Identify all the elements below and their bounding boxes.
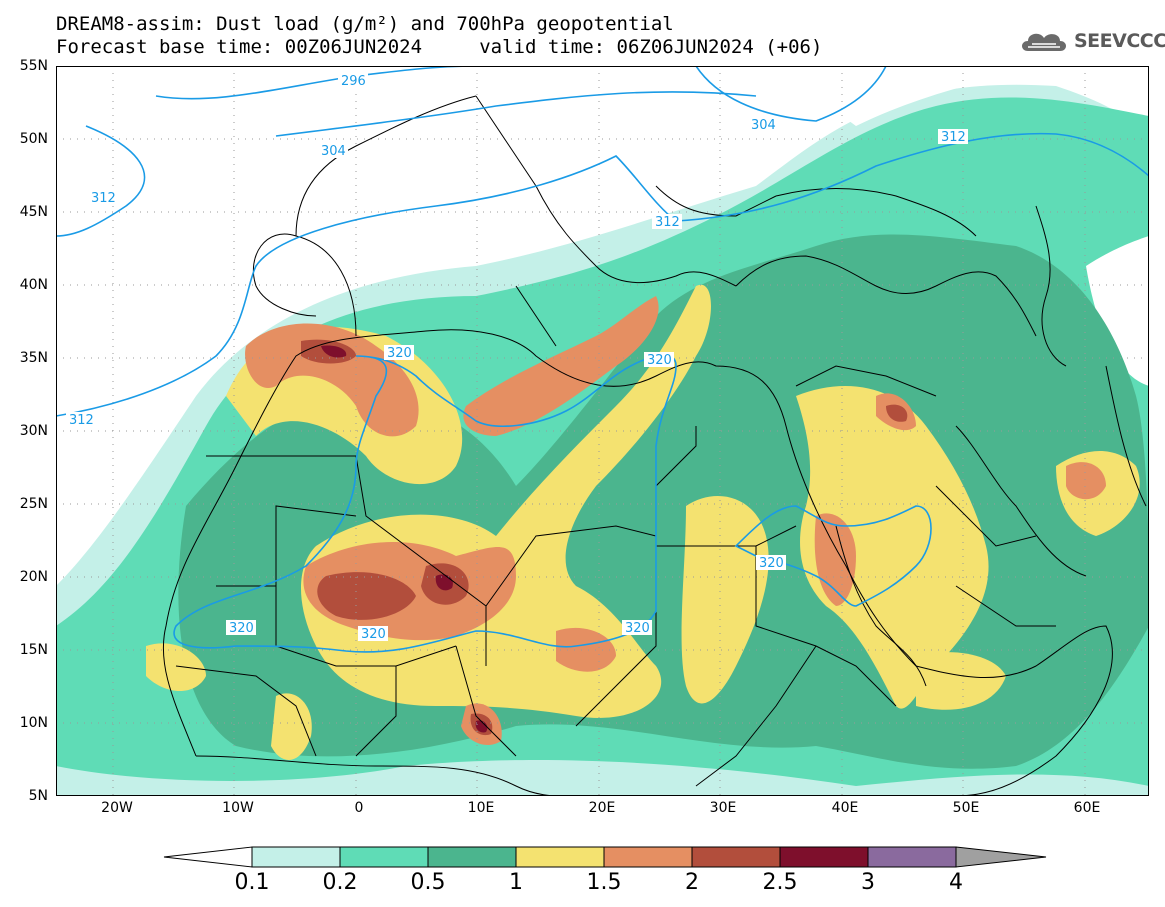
colorbar-bin-5 [603, 846, 693, 868]
colorbar-over-arrow [955, 846, 1047, 868]
lon-label-60e: 60E [1073, 800, 1101, 816]
colorbar-bin-3 [427, 846, 517, 868]
colorbar-label-1-5: 1.5 [586, 870, 622, 895]
map-frame [56, 66, 1149, 796]
cloud-icon [1022, 33, 1066, 51]
colorbar-label-4: 4 [949, 870, 963, 895]
contour-label-320-e: 320 [625, 621, 650, 636]
contour-label-312-d: 312 [941, 130, 966, 145]
colorbar-label-2: 2 [685, 870, 699, 895]
lat-label-55n: 55N [19, 58, 48, 74]
lat-label-30n: 30N [19, 423, 48, 439]
contour-label-320-b: 320 [647, 353, 672, 368]
lon-label-40e: 40E [831, 800, 859, 816]
lat-label-45n: 45N [19, 204, 48, 220]
colorbar [163, 846, 1047, 868]
contour-label-304-b: 304 [751, 118, 776, 133]
colorbar-bin-8 [867, 846, 957, 868]
map-canvas: 296 304 304 312 312 312 312 320 320 320 … [55, 65, 1150, 797]
seevccc-logo: SEEVCCC [1018, 26, 1165, 56]
lon-label-10e: 10E [467, 800, 495, 816]
geopotential-contours [55, 65, 1150, 653]
lat-label-35n: 35N [19, 350, 48, 366]
logo-text: SEEVCCC [1074, 30, 1165, 52]
colorbar-label-0-2: 0.2 [322, 870, 358, 895]
lat-label-50n: 50N [19, 131, 48, 147]
contour-label-304-a: 304 [321, 144, 346, 159]
colorbar-bin-1 [251, 846, 341, 868]
lon-label-20w: 20W [101, 800, 133, 816]
map-title-line2: Forecast base time: 00Z06JUN2024 valid t… [56, 36, 823, 58]
lon-label-30e: 30E [709, 800, 737, 816]
contour-label-320-f: 320 [759, 556, 784, 571]
colorbar-label-3: 3 [861, 870, 875, 895]
lat-label-20n: 20N [19, 569, 48, 585]
colorbar-under-arrow [163, 846, 253, 868]
lat-label-40n: 40N [19, 277, 48, 293]
map-title-line1: DREAM8-assim: Dust load (g/m²) and 700hP… [56, 13, 674, 35]
colorbar-label-0-5: 0.5 [410, 870, 446, 895]
colorbar-label-0-1: 0.1 [234, 870, 270, 895]
contour-label-296: 296 [341, 74, 366, 89]
contour-label-320-a: 320 [387, 346, 412, 361]
contour-label-group: 296 304 304 312 312 312 312 320 320 320 … [66, 73, 968, 642]
colorbar-bin-2 [339, 846, 429, 868]
lat-label-5n: 5N [28, 788, 48, 804]
lon-label-0: 0 [354, 800, 364, 816]
lat-label-25n: 25N [19, 496, 48, 512]
contour-label-312-c: 312 [655, 215, 680, 230]
contour-label-320-d: 320 [361, 627, 386, 642]
coastlines-and-borders [162, 95, 1147, 797]
colorbar-label-1: 1 [509, 870, 523, 895]
lon-label-50e: 50E [952, 800, 980, 816]
lon-label-20e: 20E [588, 800, 616, 816]
colorbar-bin-4 [515, 846, 605, 868]
lat-label-15n: 15N [19, 642, 48, 658]
colorbar-bin-6 [691, 846, 781, 868]
colorbar-bin-7 [779, 846, 869, 868]
contour-label-312-b: 312 [69, 413, 94, 428]
lon-label-10w: 10W [222, 800, 254, 816]
contour-label-312-a: 312 [91, 191, 116, 206]
dust-load-map: 296 304 304 312 312 312 312 320 320 320 … [55, 65, 1150, 797]
colorbar-label-2-5: 2.5 [762, 870, 798, 895]
lat-label-10n: 10N [19, 715, 48, 731]
contour-label-320-c: 320 [229, 621, 254, 636]
